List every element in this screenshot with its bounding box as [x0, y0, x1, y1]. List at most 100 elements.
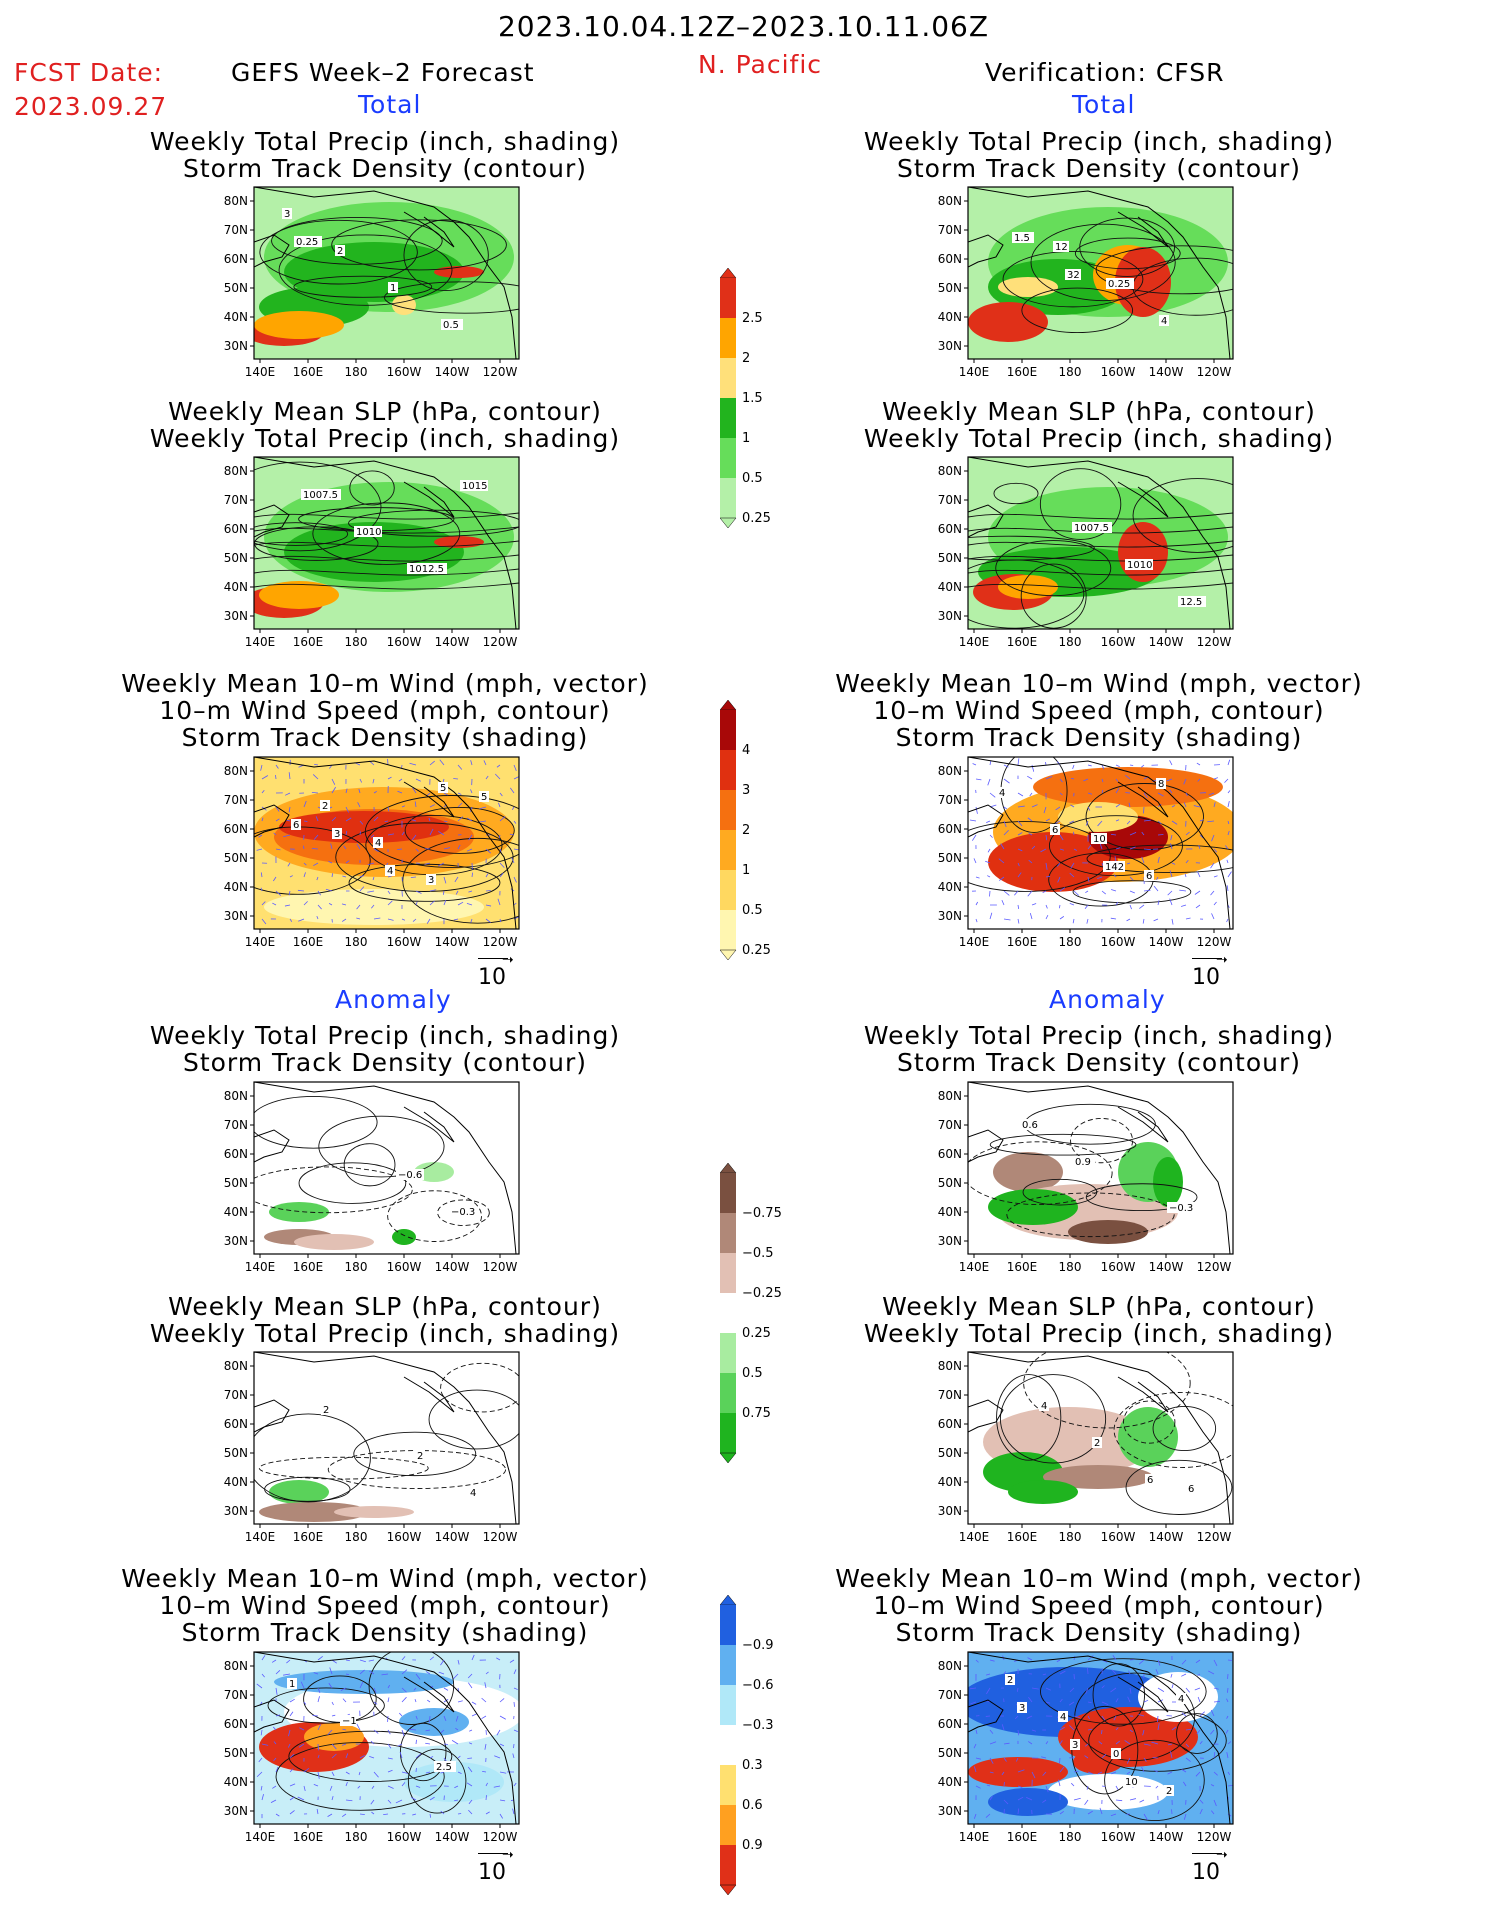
coastline — [968, 1652, 1231, 1824]
wind-vector — [1115, 788, 1120, 794]
wind-vector — [1073, 1797, 1081, 1801]
wind-vector — [298, 918, 305, 922]
wind-vector — [975, 901, 979, 906]
coastline — [968, 1129, 1004, 1163]
wind-vector — [1115, 1740, 1120, 1745]
wind-vector — [1184, 873, 1187, 878]
shading-area — [1118, 522, 1168, 582]
wind-vector — [1070, 1782, 1075, 1787]
contour-label: 12.5 — [1180, 597, 1202, 608]
contour-line — [278, 234, 453, 306]
wind-vector — [373, 848, 379, 853]
wind-vector — [1085, 1687, 1089, 1694]
wind-vector — [409, 1728, 417, 1731]
wind-vector — [1001, 1771, 1005, 1776]
colorbar-label: 1.5 — [742, 391, 763, 406]
lat-tick-label: 30N — [938, 1504, 962, 1518]
contour-label: 6 — [1188, 1484, 1194, 1495]
wind-vector — [373, 816, 379, 822]
wind-vector — [1017, 805, 1025, 808]
wind-vector — [1026, 1715, 1033, 1719]
wind-vector — [971, 834, 977, 841]
wind-vector — [440, 1810, 445, 1815]
wind-vector — [973, 858, 977, 864]
wind-vector — [303, 1701, 307, 1705]
wind-vector — [998, 858, 1005, 864]
wind-vector — [1003, 764, 1009, 768]
contour-label-box — [441, 319, 463, 330]
wind-vector — [401, 918, 406, 921]
wind-vector — [1027, 1741, 1033, 1745]
contour-label: 1 — [289, 1679, 295, 1690]
wind-vector — [1070, 778, 1075, 780]
wind-vector — [1115, 819, 1120, 822]
contour-label-box — [335, 245, 345, 256]
contour-line — [271, 217, 443, 265]
wind-vector — [1213, 1687, 1219, 1690]
wind-vector — [369, 1756, 375, 1759]
wind-vector — [989, 1729, 994, 1734]
contour-line — [1006, 1192, 1175, 1238]
wind-vector — [496, 1729, 501, 1736]
wind-vector — [1003, 918, 1011, 921]
wind-vector — [457, 764, 463, 770]
coastline — [403, 481, 455, 518]
wind-vector — [429, 804, 435, 808]
contour-label: 3 — [284, 209, 290, 220]
wind-vector — [1196, 1729, 1201, 1735]
wind-vector — [1111, 1771, 1117, 1775]
wind-vector — [468, 1682, 473, 1689]
wind-vector — [397, 1743, 403, 1747]
wind-vector — [438, 831, 445, 836]
colorbar-arrow — [719, 1162, 737, 1174]
wind-vector — [1001, 1724, 1005, 1731]
wind-vector — [258, 1757, 263, 1763]
wind-vector — [1003, 820, 1007, 828]
wind-vector — [411, 819, 417, 822]
map-ob-total-precip: 12 0.25 4 1.5 32 80N 70N 60N 50N 40N 30N 140E 160E 18… — [926, 183, 1243, 389]
colorbar-segment — [720, 1685, 736, 1725]
wind-vector — [509, 833, 515, 836]
wind-vector — [1227, 871, 1232, 878]
wind-vector — [1129, 904, 1132, 910]
wind-vector — [1213, 777, 1219, 780]
lon-tick-label: 160E — [1007, 1830, 1038, 1844]
lat-tick-label: 60N — [938, 1717, 962, 1731]
wind-vector — [1183, 1781, 1187, 1787]
contour-label-box — [294, 236, 322, 247]
lon-tick-label: 120W — [483, 1530, 518, 1544]
colorbar-segment — [720, 1253, 736, 1293]
wind-vector — [286, 1659, 291, 1664]
wind-vector — [330, 843, 333, 850]
wind-vector — [1225, 1729, 1229, 1734]
coastline — [1117, 481, 1169, 518]
contour-label-box — [1091, 833, 1107, 844]
wind-vector — [1129, 1729, 1133, 1733]
wind-vector — [1171, 805, 1176, 808]
wind-vector — [466, 848, 473, 852]
wind-vector — [1017, 1785, 1023, 1788]
contour-line — [968, 1141, 1113, 1205]
wind-vector — [1227, 790, 1231, 794]
contour-label: 2.5 — [436, 1762, 452, 1773]
wind-vector — [499, 816, 506, 822]
contour-line — [383, 281, 519, 314]
shading-area — [1068, 1220, 1148, 1244]
wind-vector — [345, 806, 349, 813]
contour-label-box — [1017, 1702, 1027, 1713]
contour-line — [318, 1115, 445, 1178]
lon-tick-label: 180 — [345, 1260, 368, 1274]
contour-label: 0 — [1113, 1749, 1119, 1760]
lon-tick-label: 180 — [345, 1830, 368, 1844]
shading-area — [294, 1234, 374, 1250]
wind-vector — [499, 1743, 505, 1747]
wind-vector — [261, 901, 266, 906]
wind-vector — [1031, 1729, 1037, 1732]
wind-vector — [1226, 1698, 1229, 1703]
colorbar-segment — [720, 1645, 736, 1685]
wind-vector — [969, 819, 977, 822]
wind-vector — [989, 792, 996, 798]
contour-label-box — [1125, 559, 1153, 570]
wind-vector — [513, 848, 519, 851]
wind-vector — [1226, 885, 1229, 892]
